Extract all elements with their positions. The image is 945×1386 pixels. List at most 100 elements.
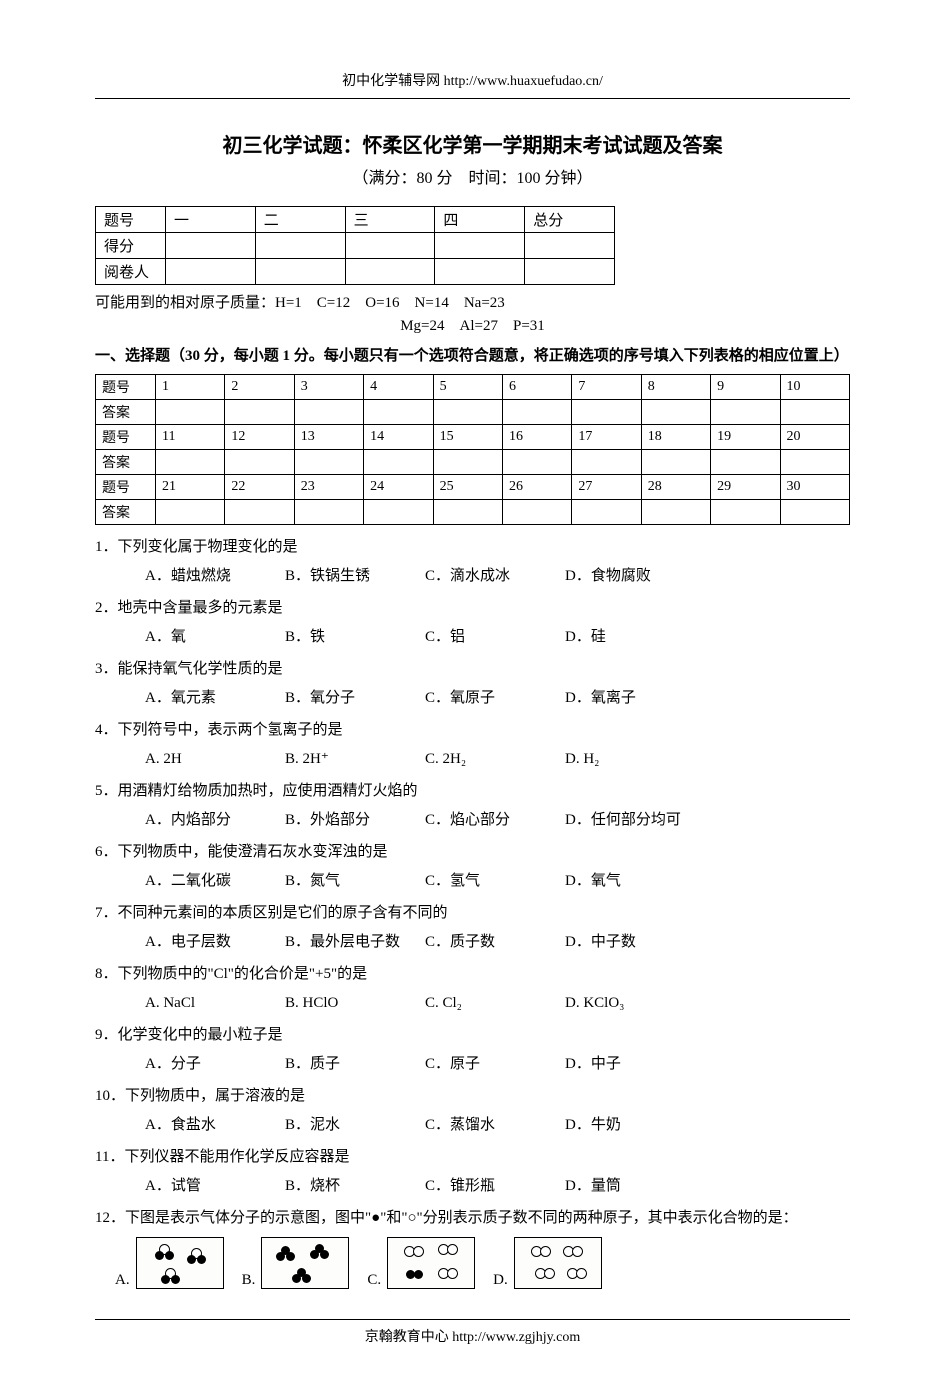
q12-text: 下图是表示气体分子的示意图，图中"●"和"○"分别表示质子数不同的两种原子，其中…: [125, 1210, 798, 1226]
option: C．锥形瓶: [425, 1174, 565, 1200]
atom-solid-icon: [197, 1255, 206, 1264]
question-options: A．食盐水B．泥水C．蒸馏水D．牛奶: [145, 1113, 850, 1139]
cell: 总分: [525, 207, 615, 233]
question-options: A．氧元素B．氧分子C．氧原子D．氧离子: [145, 686, 850, 712]
atom-solid-icon: [320, 1250, 329, 1259]
q12-option-d: D.: [493, 1237, 602, 1289]
molecule-box-a: [136, 1237, 224, 1289]
cell: 阅卷人: [96, 259, 166, 285]
cell: 三: [345, 207, 435, 233]
question: 2．地壳中含量最多的元素是: [95, 596, 850, 622]
option: A. NaCl: [145, 991, 285, 1017]
option: A．二氧化碳: [145, 869, 285, 895]
cell: 11: [156, 424, 225, 449]
question-options: A．试管B．烧杯C．锥形瓶D．量筒: [145, 1174, 850, 1200]
cell: 5: [433, 374, 502, 399]
atom-solid-icon: [187, 1255, 196, 1264]
cell: [255, 233, 345, 259]
question: 8．下列物质中的"Cl"的化合价是"+5"的是: [95, 962, 850, 988]
cell: [166, 259, 256, 285]
cell: [255, 259, 345, 285]
cell: [435, 233, 525, 259]
cell: 29: [711, 474, 780, 499]
cell: 答案: [96, 499, 156, 524]
score-table: 题号 一 二 三 四 总分 得分 阅卷人: [95, 206, 615, 285]
question-options: A．二氧化碳B．氮气C．氢气D．氧气: [145, 869, 850, 895]
q12-option-c: C.: [367, 1237, 475, 1289]
cell: [345, 259, 435, 285]
cell: 26: [502, 474, 571, 499]
cell: 10: [780, 374, 849, 399]
atom-solid-icon: [276, 1252, 285, 1261]
header-link: 初中化学辅导网 http://www.huaxuefudao.cn/: [95, 70, 850, 90]
cell: 得分: [96, 233, 166, 259]
cell: 答案: [96, 449, 156, 474]
option: C．质子数: [425, 930, 565, 956]
option: C．氧原子: [425, 686, 565, 712]
answer-grid: 题号 12345678910 答案 题号 1112131415161718192…: [95, 374, 850, 525]
cell: 23: [294, 474, 363, 499]
atom-solid-icon: [310, 1250, 319, 1259]
cell: 7: [572, 374, 641, 399]
option: A．试管: [145, 1174, 285, 1200]
cell: 四: [435, 207, 525, 233]
question: 11．下列仪器不能用作化学反应容器是: [95, 1145, 850, 1171]
atomic-mass-line2: Mg=24 Al=27 P=31: [95, 314, 850, 335]
option: B．铁: [285, 625, 425, 651]
option: D．任何部分均可: [565, 808, 705, 834]
atom-solid-icon: [155, 1251, 164, 1260]
question: 1．下列变化属于物理变化的是: [95, 535, 850, 561]
atom-hollow-icon: [413, 1246, 424, 1257]
question: 5．用酒精灯给物质加热时，应使用酒精灯火焰的: [95, 779, 850, 805]
atom-hollow-icon: [544, 1268, 555, 1279]
option: C．氢气: [425, 869, 565, 895]
option: D．中子: [565, 1052, 705, 1078]
atom-solid-icon: [414, 1270, 423, 1279]
question-12: 12．下图是表示气体分子的示意图，图中"●"和"○"分别表示质子数不同的两种原子…: [95, 1206, 850, 1232]
score-row-grader: 阅卷人: [96, 259, 615, 285]
questions-container: 1．下列变化属于物理变化的是A．蜡烛燃烧B．铁锅生锈C．滴水成冰D．食物腐败2．…: [95, 535, 850, 1200]
q12-option-b: B.: [242, 1237, 350, 1289]
cell: 1: [156, 374, 225, 399]
question: 4．下列符号中，表示两个氢离子的是: [95, 718, 850, 744]
cell: 25: [433, 474, 502, 499]
cell: 题号: [96, 424, 156, 449]
atom-solid-icon: [286, 1252, 295, 1261]
cell: 17: [572, 424, 641, 449]
option: C．原子: [425, 1052, 565, 1078]
option: D．牛奶: [565, 1113, 705, 1139]
cell: 21: [156, 474, 225, 499]
option: C．滴水成冰: [425, 564, 565, 590]
option: A．电子层数: [145, 930, 285, 956]
cell: 答案: [96, 399, 156, 424]
cell: [525, 233, 615, 259]
cell: 3: [294, 374, 363, 399]
cell: 二: [255, 207, 345, 233]
footer-link: 京翰教育中心 http://www.zgjhjy.com: [95, 1319, 850, 1346]
option: B. HClO: [285, 991, 425, 1017]
option: A．氧: [145, 625, 285, 651]
cell: 20: [780, 424, 849, 449]
atom-hollow-icon: [576, 1268, 587, 1279]
cell: 18: [641, 424, 710, 449]
question: 3．能保持氧气化学性质的是: [95, 657, 850, 683]
q12-option-a: A.: [115, 1237, 224, 1289]
cell: 24: [364, 474, 433, 499]
cell: 8: [641, 374, 710, 399]
q12-options-row: A. B. C. D.: [115, 1237, 850, 1289]
option: B．铁锅生锈: [285, 564, 425, 590]
q12-label-c: C.: [367, 1272, 381, 1289]
option: D. KClO₃: [565, 991, 705, 1017]
option: D．食物腐败: [565, 564, 705, 590]
atom-hollow-icon: [540, 1246, 551, 1257]
molecule-box-c: [387, 1237, 475, 1289]
cell: 一: [166, 207, 256, 233]
atom-solid-icon: [171, 1275, 180, 1284]
atom-hollow-icon: [447, 1244, 458, 1255]
option: B．氮气: [285, 869, 425, 895]
cell: 16: [502, 424, 571, 449]
option: D．中子数: [565, 930, 705, 956]
cell: [166, 233, 256, 259]
option: B．外焰部分: [285, 808, 425, 834]
cell: 题号: [96, 207, 166, 233]
